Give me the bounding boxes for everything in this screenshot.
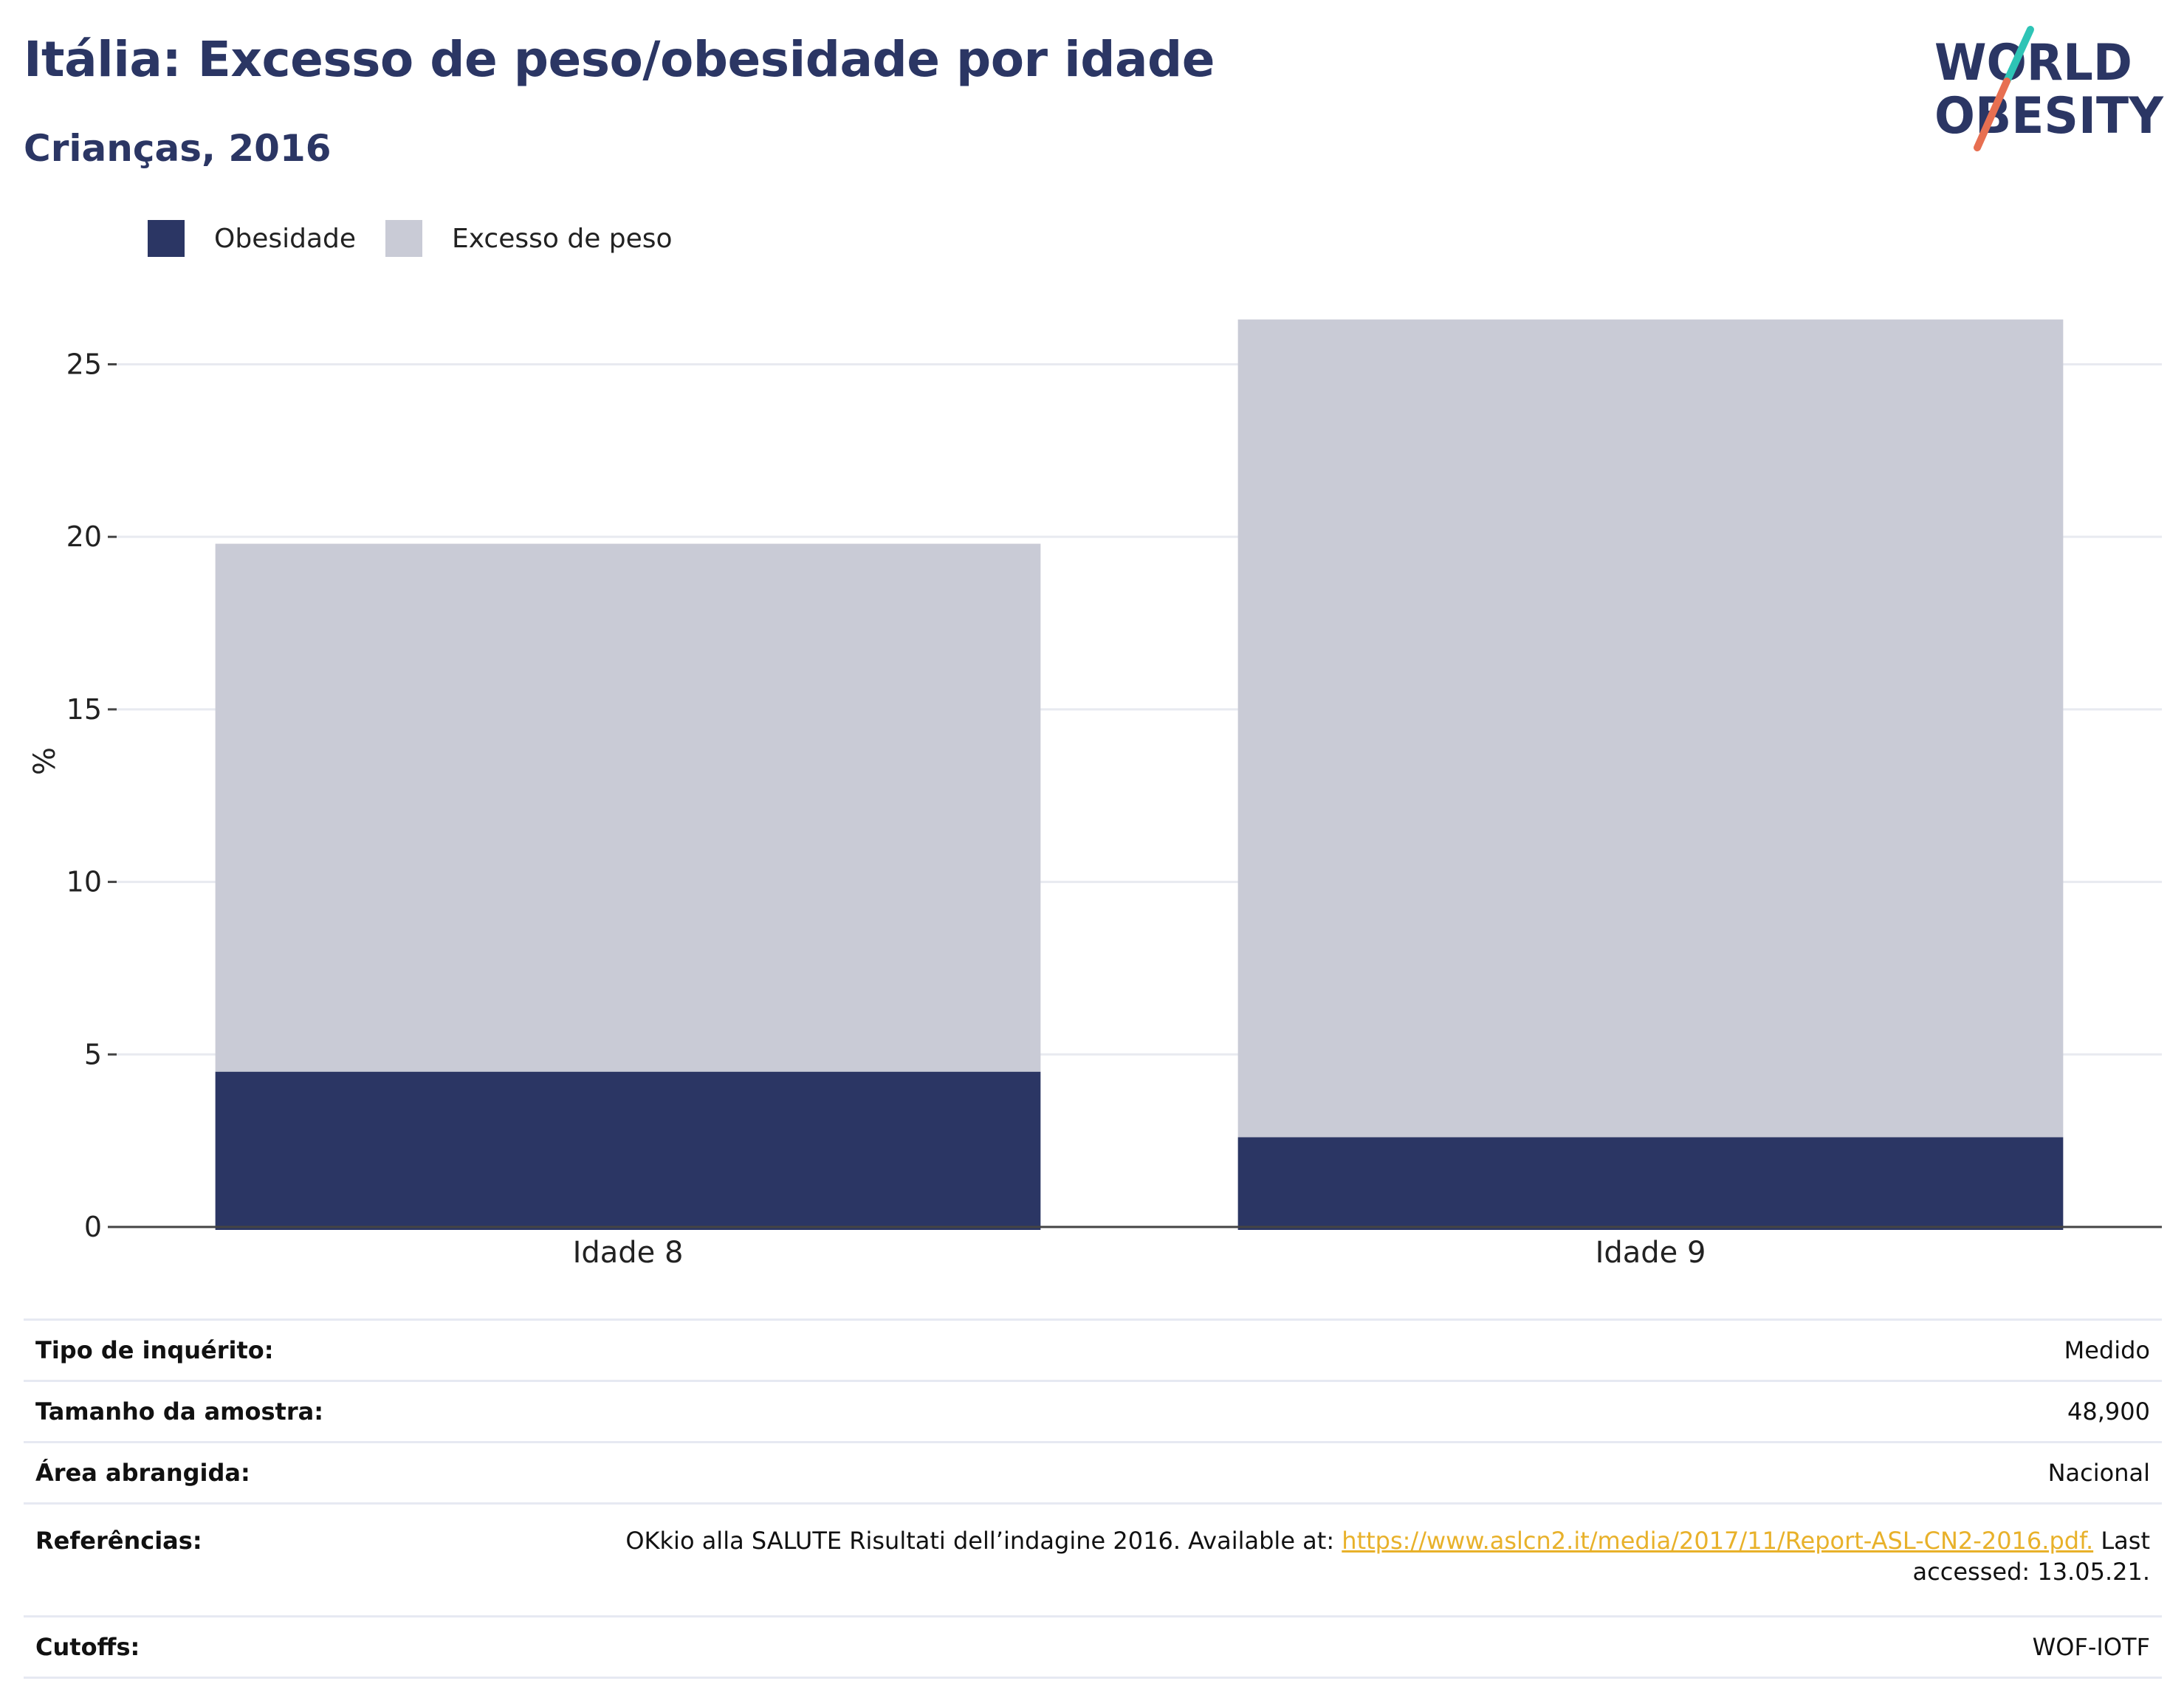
x-tick-label-2: Idade 9	[1596, 1236, 1706, 1270]
reference-accessed: Last accessed: 13.05.21.	[1912, 1527, 2150, 1586]
y-tick-label-0: 0	[84, 1211, 102, 1243]
bar-excesso-de-peso-1	[215, 543, 1041, 1072]
chart-subtitle: Crianças, 2016	[24, 127, 332, 170]
info-value-references: OKkio alla SALUTE Risultati dell’indagin…	[564, 1502, 2162, 1617]
info-label-references: Referências:	[24, 1502, 564, 1617]
info-label-sample-size: Tamanho da amostra:	[24, 1380, 564, 1443]
info-value-survey-type: Medido	[564, 1318, 2162, 1381]
info-row-references: Referências: OKkio alla SALUTE Risultati…	[24, 1502, 2162, 1617]
y-tick-label-10: 10	[66, 866, 102, 898]
reference-text: OKkio alla SALUTE Risultati dell’indagin…	[625, 1527, 1342, 1555]
info-label-cutoffs: Cutoffs:	[24, 1615, 564, 1679]
info-label-area: Área abrangida:	[24, 1441, 564, 1504]
legend-item-excesso-de-peso[interactable]: Excesso de peso	[385, 220, 673, 257]
info-row-cutoffs: Cutoffs: WOF-IOTF	[24, 1615, 2162, 1679]
info-row-survey-type: Tipo de inquérito: Medido	[24, 1318, 2162, 1381]
chart-title: Itália: Excesso de peso/obesidade por id…	[24, 31, 1215, 88]
legend-label-excesso-de-peso: Excesso de peso	[452, 223, 673, 254]
bar-excesso-de-peso-2	[1237, 319, 2064, 1138]
logo-line-obesity: OBESITY	[1934, 87, 2164, 145]
bar-obesidade-2	[1237, 1137, 2064, 1230]
info-value-cutoffs: WOF-IOTF	[564, 1615, 2162, 1679]
legend-swatch-excesso-de-peso	[385, 220, 423, 257]
survey-info-table: Tipo de inquérito: Medido Tamanho da amo…	[24, 1318, 2162, 1679]
x-tick-label-1: Idade 8	[573, 1236, 684, 1270]
info-value-sample-size: 48,900	[564, 1380, 2162, 1443]
y-tick-label-15: 15	[66, 693, 102, 726]
legend-label-obesidade: Obesidade	[214, 223, 357, 254]
y-tick-label-25: 25	[66, 348, 102, 380]
logo-slash-bottom	[1974, 78, 2010, 151]
y-tick-label-20: 20	[66, 520, 102, 553]
info-value-area: Nacional	[564, 1441, 2162, 1504]
logo-line-world: WORLD	[1934, 34, 2132, 92]
legend-item-obesidade[interactable]: Obesidade	[148, 220, 356, 257]
y-axis-label: %	[28, 747, 62, 775]
info-row-area: Área abrangida: Nacional	[24, 1441, 2162, 1504]
stacked-bar-chart: 0 5 10 15 20 25% Idade 8 Idade 9	[28, 319, 2162, 1270]
reference-link[interactable]: https://www.aslcn2.it/media/2017/11/Repo…	[1342, 1527, 2094, 1555]
legend-swatch-obesidade	[148, 220, 185, 257]
y-tick-label-5: 5	[84, 1038, 102, 1070]
world-obesity-logo: WORLD OBESITY	[1934, 26, 2164, 151]
logo-slash-top	[2003, 26, 2034, 85]
info-row-sample-size: Tamanho da amostra: 48,900	[24, 1380, 2162, 1443]
bar-obesidade-1	[215, 1071, 1041, 1230]
info-label-survey-type: Tipo de inquérito:	[24, 1318, 564, 1381]
chart-legend: Obesidade Excesso de peso	[148, 219, 702, 258]
